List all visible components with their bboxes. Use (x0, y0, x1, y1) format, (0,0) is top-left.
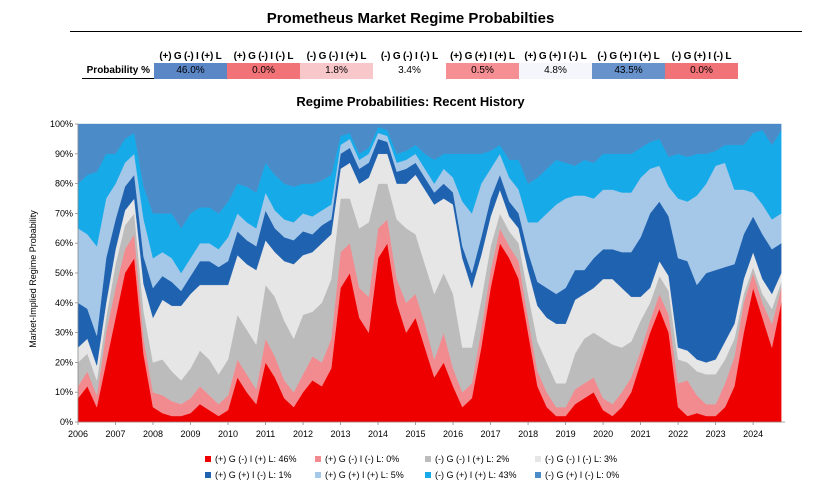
x-tick-label: 2016 (443, 429, 463, 439)
legend-label: (-) G (+) I (+) L: 43% (435, 470, 517, 480)
x-tick-label: 2021 (631, 429, 651, 439)
probability-row: Probability % 46.0% 0.0% 1.8% 3.4% 0.5% … (82, 63, 738, 79)
legend-item: (+) G (+) I (+) L: 5% (315, 470, 425, 480)
legend-swatch (425, 456, 431, 462)
x-tick-label: 2019 (556, 429, 576, 439)
probability-cell: 0.0% (665, 63, 738, 79)
legend-swatch (425, 472, 431, 478)
y-tick-label: 60% (55, 238, 73, 248)
title-rule (70, 31, 802, 32)
legend-swatch (205, 456, 211, 462)
regime-header: (-) G (-) I (+) L (306, 50, 367, 62)
legend-label: (-) G (-) I (-) L: 3% (545, 454, 617, 464)
y-tick-label: 100% (50, 119, 73, 129)
x-tick-label: 2014 (368, 429, 388, 439)
x-tick-label: 2017 (481, 429, 501, 439)
legend-label: (+) G (+) I (-) L: 1% (215, 470, 292, 480)
regime-header: (+) G (+) I (-) L (524, 50, 587, 62)
x-tick-label: 2023 (706, 429, 726, 439)
y-tick-label: 80% (55, 179, 73, 189)
regime-header-row: (+) G (-) I (+) L (+) G (-) I (-) L (-) … (82, 49, 738, 63)
probability-cell: 43.5% (592, 63, 665, 79)
probability-cell: 0.0% (227, 63, 300, 79)
x-tick-label: 2007 (105, 429, 125, 439)
y-tick-label: 50% (55, 268, 73, 278)
regime-header: (+) G (+) I (+) L (450, 50, 515, 62)
page-title: Prometheus Market Regime Probabilties (266, 10, 555, 27)
legend-item: (+) G (-) I (+) L: 46% (205, 454, 315, 464)
legend-swatch (205, 472, 211, 478)
area-layer (77, 123, 782, 423)
legend-item: (-) G (-) I (-) L: 3% (535, 454, 645, 464)
y-tick-label: 0% (60, 417, 73, 427)
x-tick-label: 2006 (68, 429, 88, 439)
legend-swatch (535, 456, 541, 462)
y-tick-label: 40% (55, 298, 73, 308)
area-series-7 (77, 123, 782, 229)
legend-label: (+) G (-) I (-) L: 0% (325, 454, 400, 464)
probability-cell: 0.5% (446, 63, 519, 79)
probability-cell: 4.8% (519, 63, 592, 79)
probability-cell: 46.0% (154, 63, 227, 79)
legend-swatch (315, 456, 321, 462)
x-tick-label: 2011 (256, 429, 275, 439)
legend-item: (-) G (+) I (-) L: 0% (535, 470, 645, 480)
probability-cell: 3.4% (373, 63, 446, 79)
legend-label: (-) G (+) I (-) L: 0% (545, 470, 620, 480)
x-tick-label: 2009 (181, 429, 201, 439)
legend-label: (+) G (+) I (+) L: 5% (325, 470, 404, 480)
y-tick-label: 10% (55, 387, 73, 397)
x-tick-label: 2013 (331, 429, 351, 439)
legend-swatch (315, 472, 321, 478)
probability-row-label: Probability % (82, 63, 154, 79)
regime-header: (+) G (-) I (+) L (159, 50, 222, 62)
x-tick-label: 2012 (293, 429, 313, 439)
probability-cell: 1.8% (300, 63, 373, 79)
regime-probability-table: (+) G (-) I (+) L (+) G (-) I (-) L (-) … (82, 49, 738, 79)
y-tick-label: 70% (55, 208, 73, 218)
chart-legend: (+) G (-) I (+) L: 46% (+) G (-) I (-) L… (205, 451, 645, 483)
x-tick-label: 2015 (406, 429, 426, 439)
legend-label: (-) G (-) I (+) L: 2% (435, 454, 510, 464)
x-tick-label: 2018 (518, 429, 538, 439)
axes-layer: 0% 10% 20% 30% 40% 50% 60% 70% 80% 90% 100% 2006 200… (50, 119, 785, 439)
x-tick-label: 2008 (143, 429, 163, 439)
regime-header: (+) G (-) I (-) L (233, 50, 294, 62)
stacked-area-chart: 0% 10% 20% 30% 40% 50% 60% 70% 80% 90% 100% 2006 200… (28, 119, 785, 439)
x-tick-label: 2024 (743, 429, 763, 439)
legend-item: (+) G (-) I (-) L: 0% (315, 454, 425, 464)
y-tick-label: 90% (55, 149, 73, 159)
regime-header: (-) G (-) I (-) L (380, 50, 439, 62)
legend-label: (+) G (-) I (+) L: 46% (215, 454, 297, 464)
legend-item: (+) G (+) I (-) L: 1% (205, 470, 315, 480)
y-axis-label: Market-Implied Regime Probability (28, 210, 38, 348)
x-tick-label: 2010 (218, 429, 238, 439)
legend-row: (+) G (-) I (+) L: 46% (+) G (-) I (-) L… (205, 451, 645, 467)
legend-swatch (535, 472, 541, 478)
legend-row: (+) G (+) I (-) L: 1% (+) G (+) I (+) L:… (205, 467, 645, 483)
table-corner (82, 49, 154, 63)
y-tick-label: 20% (55, 357, 73, 367)
regime-header: (-) G (+) I (+) L (597, 50, 660, 62)
x-tick-label: 2022 (668, 429, 688, 439)
regime-header: (-) G (+) I (-) L (671, 50, 732, 62)
legend-item: (-) G (-) I (+) L: 2% (425, 454, 535, 464)
chart-title: Regime Probabilities: Recent History (296, 94, 525, 109)
legend-item: (-) G (+) I (+) L: 43% (425, 470, 535, 480)
y-tick-label: 30% (55, 328, 73, 338)
x-tick-label: 2020 (593, 429, 613, 439)
